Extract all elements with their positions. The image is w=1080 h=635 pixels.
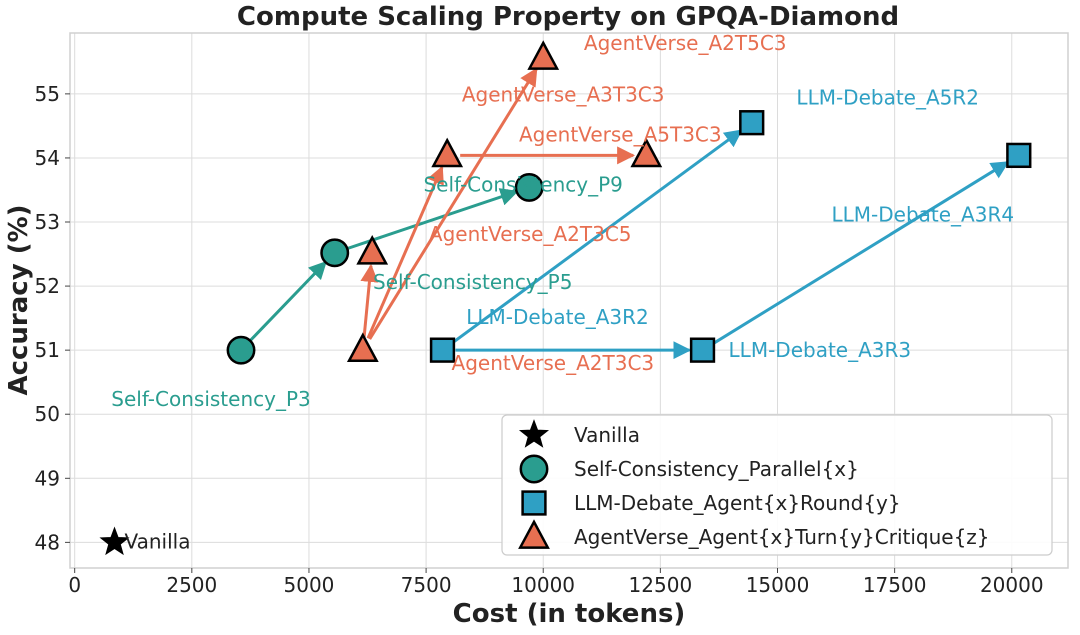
agentverse-triangle-marker <box>356 235 389 265</box>
legend-label: AgentVerse_Agent{x}Turn{y}Critique{z} <box>574 525 990 549</box>
point-label: Self-Consistency_P5 <box>373 270 572 294</box>
point-label: Vanilla <box>125 529 191 553</box>
legend: Vanilla Self-Consistency_Parallel{x} LLM-D… <box>501 414 1053 556</box>
x-tick-label: 15000 <box>746 573 810 597</box>
legend-triangle-icon <box>518 519 550 549</box>
llm-debate-arrow <box>712 160 1010 345</box>
y-tick-label: 50 <box>35 402 60 426</box>
x-tick-label: 5000 <box>284 573 335 597</box>
arrows <box>248 67 1010 360</box>
y-tick-label: 52 <box>35 274 60 298</box>
x-tick-label: 12500 <box>629 573 693 597</box>
y-tick-label: 51 <box>35 338 60 362</box>
llm-debate-square-marker <box>429 337 456 363</box>
agentverse-arrow <box>366 165 444 339</box>
llm-debate-arrow <box>452 129 743 344</box>
agentverse-triangle-marker <box>527 40 560 70</box>
agentverse-triangle-marker <box>346 332 379 362</box>
legend-label: Self-Consistency_Parallel{x} <box>574 457 859 481</box>
self-consistency-arrow <box>248 260 327 342</box>
y-axis-title: Accuracy (%) <box>4 204 34 395</box>
llm-debate-square-marker <box>739 110 765 136</box>
agentverse-arrow <box>360 263 379 338</box>
y-axis-ticks: 48 49 50 51 52 53 54 55 <box>35 82 70 554</box>
chart-title: Compute Scaling Property on GPQA-Diamond <box>237 2 899 32</box>
x-tick-label: 0 <box>68 573 81 597</box>
legend-star-icon <box>518 419 550 448</box>
y-tick-label: 55 <box>35 82 60 106</box>
x-tick-label: 2500 <box>166 573 217 597</box>
point-label: AgentVerse_A3T3C3 <box>462 82 665 106</box>
point-label: LLM-Debate_A3R3 <box>729 338 912 362</box>
x-tick-label: 7500 <box>401 573 452 597</box>
markers <box>99 40 1032 556</box>
legend-circle-icon <box>519 454 549 484</box>
legend-label: LLM-Debate_Agent{x}Round{y} <box>574 491 901 515</box>
point-label: AgentVerse_A2T3C5 <box>429 222 632 246</box>
x-tick-label: 17500 <box>863 573 927 597</box>
self-consistency-circle-marker <box>226 335 256 365</box>
y-tick-label: 48 <box>35 530 60 554</box>
y-tick-label: 54 <box>35 146 60 170</box>
point-label: LLM-Debate_A3R2 <box>466 305 649 329</box>
agentverse-triangle-marker <box>630 137 663 168</box>
x-axis-ticks: 0 2500 5000 7500 10000 12500 15000 17500 20000 <box>68 568 1044 597</box>
x-tick-label: 10000 <box>511 573 575 597</box>
vanilla-star-marker <box>99 526 130 556</box>
agentverse-arrow <box>368 67 538 340</box>
legend-square-icon <box>521 490 547 516</box>
x-tick-label: 20000 <box>980 573 1044 597</box>
plot-area-frame <box>69 32 1069 569</box>
self-consistency-circle-marker <box>514 172 544 202</box>
point-labels: Vanilla Self-Consistency_P3 Self-Consisten… <box>111 31 1014 553</box>
llm-debate-square-marker <box>689 337 716 363</box>
self-consistency-circle-marker <box>320 238 350 268</box>
y-tick-label: 53 <box>35 210 60 234</box>
point-label: Self-Consistency_P3 <box>111 387 310 411</box>
self-consistency-arrow <box>346 188 519 251</box>
point-label: Self-Consistency_P9 <box>423 172 622 196</box>
llm-debate-square-marker <box>1006 142 1032 169</box>
point-label: LLM-Debate_A5R2 <box>796 86 979 110</box>
legend-label: Vanilla <box>574 423 640 447</box>
point-label: LLM-Debate_A3R4 <box>832 202 1015 226</box>
agentverse-triangle-marker <box>431 137 464 168</box>
point-label: AgentVerse_A2T5C3 <box>584 31 787 55</box>
legend-box <box>501 414 1053 556</box>
point-label: AgentVerse_A2T3C3 <box>452 351 655 375</box>
y-tick-label: 49 <box>35 466 60 490</box>
point-label: AgentVerse_A5T3C3 <box>519 122 722 146</box>
x-axis-title: Cost (in tokens) <box>453 599 686 629</box>
